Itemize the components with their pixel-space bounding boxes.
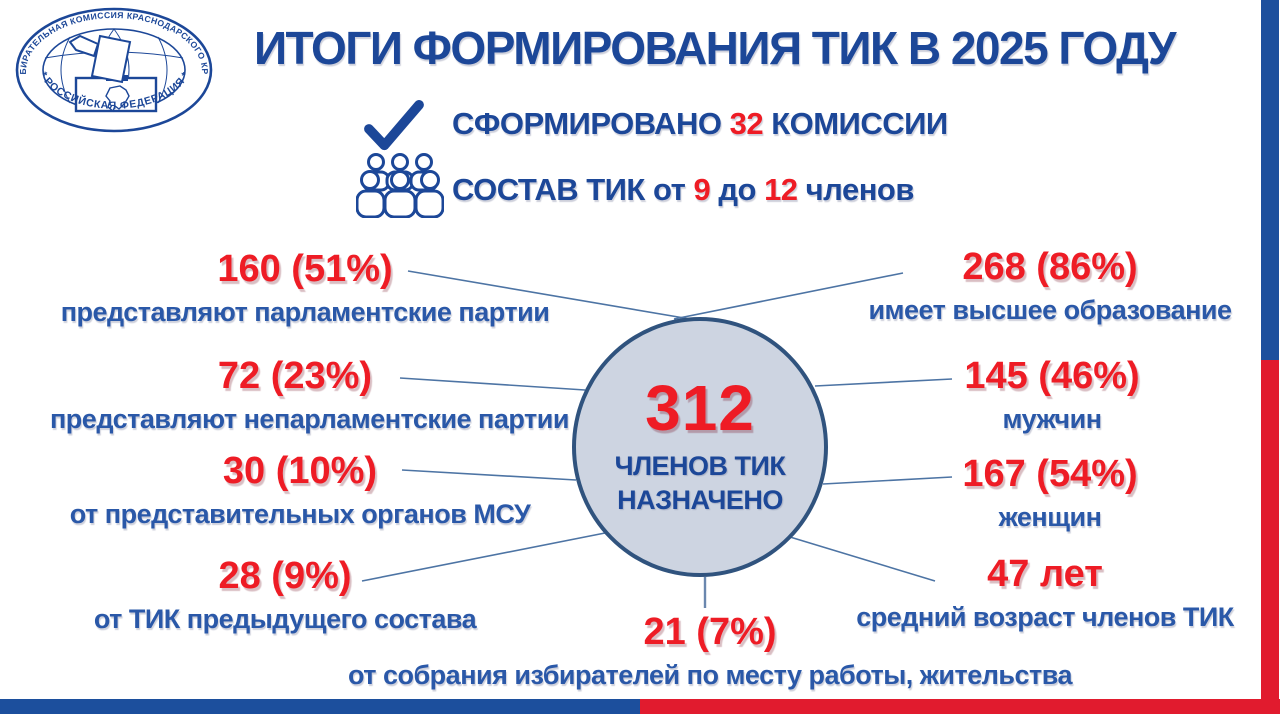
bottom-stripe-red: [640, 699, 1280, 714]
stat-label: от ТИК предыдущего состава: [93, 603, 477, 634]
composition-text: СОСТАВ ТИК от 9 до 12 членов: [452, 172, 914, 208]
stat-value: 145 (46%): [964, 355, 1140, 397]
stat-previous-tik: 28 (9%) от ТИК предыдущего состава: [40, 555, 530, 635]
stat-label: представляют парламентские партии: [60, 296, 550, 327]
stat-voters-meeting: 21 (7%) от собрания избирателей по месту…: [320, 611, 1100, 691]
stat-women: 167 (54%) женщин: [810, 453, 1280, 533]
ballot-box-graphic: [68, 34, 158, 113]
stat-value: 72 (23%): [217, 355, 373, 397]
composition-min: 9: [693, 172, 711, 207]
composition-pre: СОСТАВ ТИК от: [452, 172, 686, 207]
bottom-stripe-blue: [0, 699, 640, 714]
stat-label: от представительных органов МСУ: [69, 498, 531, 529]
stat-value: 167 (54%): [962, 453, 1138, 495]
composition-max: 12: [764, 172, 798, 207]
org-emblem: ИЗБИРАТЕЛЬНАЯ КОМИССИЯ КРАСНОДАРСКОГО КР…: [14, 6, 213, 133]
stat-value: 21 (7%): [643, 611, 777, 653]
formed-pre: СФОРМИРОВАНО: [452, 106, 722, 141]
stat-men: 145 (46%) мужчин: [812, 355, 1280, 435]
formed-count: 32: [729, 106, 764, 141]
stat-label: от собрания избирателей по месту работы,…: [347, 659, 1073, 690]
stat-label: мужчин: [1002, 403, 1102, 434]
total-members-circle: 312 ЧЛЕНОВ ТИК НАЗНАЧЕНО: [572, 317, 828, 577]
check-icon: [364, 100, 424, 151]
stat-value: 28 (9%): [218, 555, 352, 597]
commissions-formed-text: СФОРМИРОВАНО 32 КОМИССИИ: [452, 106, 948, 142]
stat-value: 268 (86%): [962, 246, 1138, 288]
stat-higher-education: 268 (86%) имеет высшее образование: [810, 246, 1280, 326]
right-stripe-red: [1261, 360, 1279, 714]
stat-average-age: 47 лет средний возраст членов ТИК: [805, 553, 1280, 633]
composition-post: членов: [805, 172, 915, 207]
total-members-value: 312: [645, 372, 755, 445]
stat-parliamentary-parties: 160 (51%) представляют парламентские пар…: [60, 248, 550, 328]
stat-msu-bodies: 30 (10%) от представительных органов МСУ: [55, 450, 545, 530]
stat-label: представляют непарламентские партии: [50, 403, 569, 434]
right-stripe-blue: [1261, 0, 1279, 360]
stat-value: 47 лет: [987, 553, 1103, 595]
total-members-label: ЧЛЕНОВ ТИК НАЗНАЧЕНО: [614, 451, 786, 515]
stat-label: средний возраст членов ТИК: [856, 601, 1234, 632]
stat-nonparliamentary-parties: 72 (23%) представляют непарламентские па…: [50, 355, 569, 435]
stat-label: женщин: [998, 501, 1102, 532]
stat-value: 160 (51%): [217, 248, 393, 290]
composition-mid: до: [718, 172, 756, 207]
stat-value: 30 (10%): [222, 450, 378, 492]
formed-post: КОМИССИИ: [771, 106, 948, 141]
people-group-icon: [356, 153, 444, 218]
page-title: ИТОГИ ФОРМИРОВАНИЯ ТИК В 2025 ГОДУ: [253, 22, 1177, 74]
stat-label: имеет высшее образование: [868, 294, 1232, 325]
